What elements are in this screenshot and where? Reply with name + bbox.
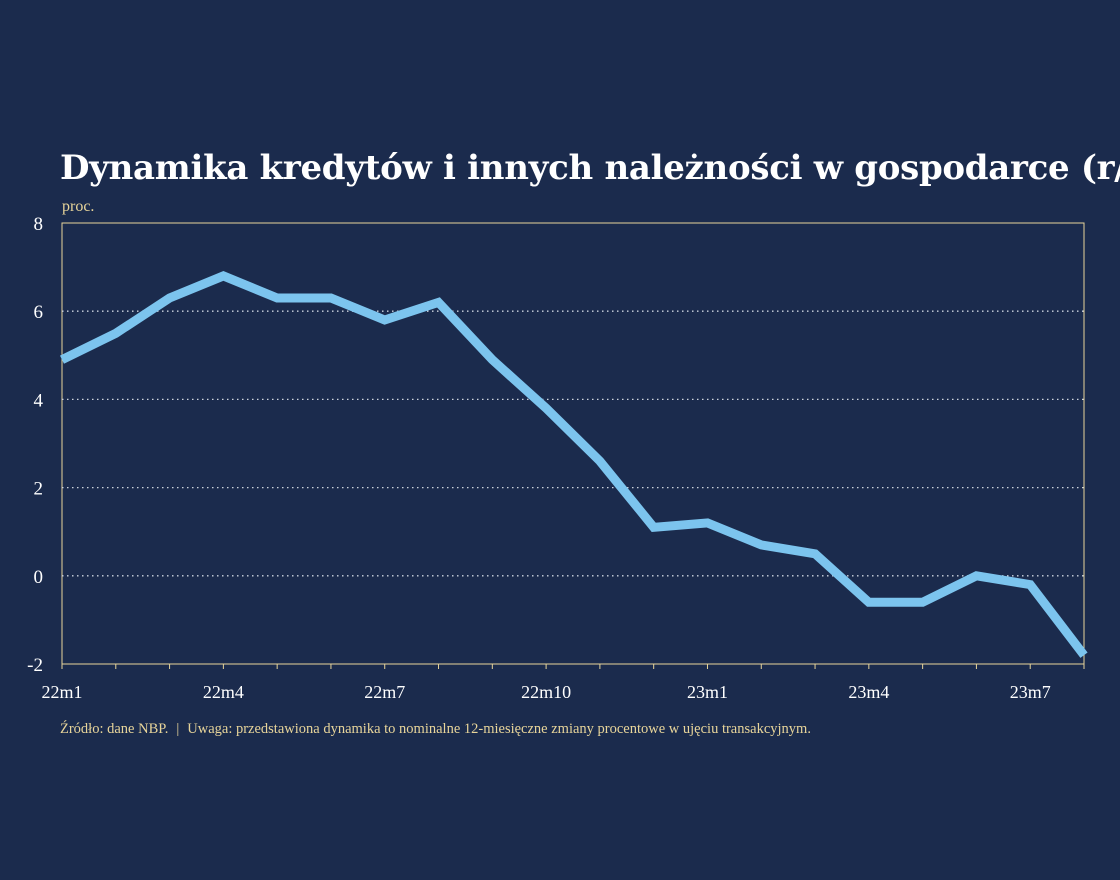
y-tick-label: 6 <box>34 302 44 323</box>
footnote-separator: | <box>176 721 180 737</box>
plot-frame <box>61 222 1085 665</box>
y-tick-label: 2 <box>34 479 44 500</box>
source-note: Źródło: dane NBP. <box>60 721 169 737</box>
x-tick-label: 23m7 <box>1010 682 1051 702</box>
y-axis-unit: proc. <box>62 198 95 215</box>
y-tick-label: 0 <box>34 567 44 588</box>
remark-note: Uwaga: przedstawiona dynamika to nominal… <box>187 721 811 737</box>
x-tick-label: 23m1 <box>687 682 728 702</box>
x-tick-label: 22m10 <box>521 682 571 702</box>
y-tick-label: -2 <box>27 655 43 676</box>
x-tick-label: 22m7 <box>364 682 405 702</box>
series-line-0 <box>60 271 1088 658</box>
x-tick-label: 23m4 <box>848 682 889 702</box>
x-tick-label: 22m4 <box>203 682 244 702</box>
y-tick-label: 4 <box>34 390 44 411</box>
chart-title: Dynamika kredytów i innych należności w … <box>60 148 1120 188</box>
y-tick-label: 8 <box>34 214 44 235</box>
x-tick-label: 22m1 <box>41 682 82 702</box>
footnote: Źródło: dane NBP. | Uwaga: przedstawiona d… <box>60 721 811 738</box>
